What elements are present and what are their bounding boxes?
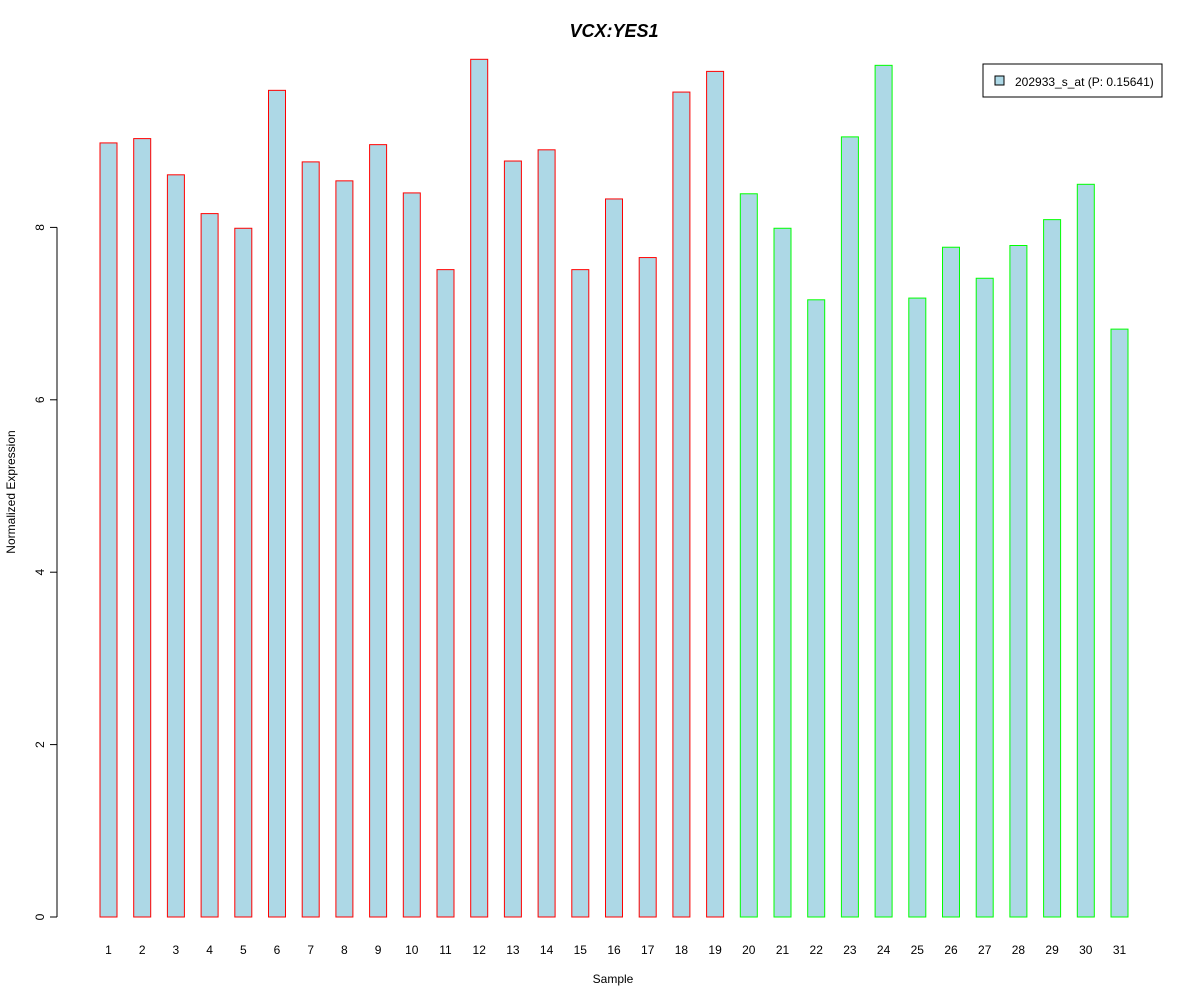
x-tick-label: 8	[341, 943, 348, 957]
x-tick-label: 15	[574, 943, 588, 957]
x-tick-label: 29	[1045, 943, 1059, 957]
bar-sample-20	[739, 193, 758, 918]
y-tick-label: 0	[33, 913, 47, 920]
x-tick-label: 25	[911, 943, 925, 957]
y-tick-label: 6	[33, 396, 47, 403]
bar-sample-9	[369, 144, 388, 918]
legend-box	[982, 63, 1163, 98]
x-tick-label: 12	[473, 943, 487, 957]
bar-sample-21	[773, 227, 792, 918]
bar-sample-16	[605, 198, 623, 918]
x-tick-label: 20	[742, 943, 756, 957]
x-tick-label: 19	[708, 943, 722, 957]
x-tick-label: 27	[978, 943, 992, 957]
x-tick-label: 1	[105, 943, 112, 957]
x-tick-label: 21	[776, 943, 790, 957]
bar-sample-5	[234, 227, 253, 918]
x-tick-label: 18	[675, 943, 689, 957]
x-tick-label: 4	[206, 943, 213, 957]
x-tick-label: 17	[641, 943, 655, 957]
bar-sample-7	[301, 161, 320, 918]
x-tick-label: 9	[375, 943, 382, 957]
y-tick-label: 4	[33, 569, 47, 576]
x-tick-label: 3	[173, 943, 180, 957]
bar-sample-11	[436, 269, 455, 918]
bar-sample-12	[470, 58, 489, 918]
x-tick-labels: 1 2 3 4 5 6 7 8 9 10 11 12 13 14 15 16 17 18 19 20 21 22 23 24 2…	[105, 943, 1126, 957]
bars-group	[99, 58, 1129, 918]
x-tick-label: 26	[944, 943, 958, 957]
y-tick-label: 8	[33, 224, 47, 231]
bar-sample-13	[503, 160, 522, 918]
bar-sample-10	[402, 192, 421, 918]
bar-sample-15	[571, 269, 590, 918]
x-tick-label: 7	[307, 943, 314, 957]
x-tick-label: 11	[439, 943, 452, 957]
x-tick-label: 24	[877, 943, 891, 957]
bar-sample-6	[268, 89, 286, 918]
bar-sample-28	[1009, 245, 1028, 918]
bar-sample-4	[200, 213, 219, 918]
bar-sample-25	[908, 297, 927, 918]
y-tick-label: 2	[33, 741, 47, 748]
x-tick-label: 23	[843, 943, 857, 957]
x-tick-label: 28	[1012, 943, 1026, 957]
bar-sample-19	[706, 70, 725, 918]
x-tick-label: 6	[274, 943, 281, 957]
x-tick-label: 2	[139, 943, 146, 957]
bar-sample-22	[807, 299, 826, 918]
bar-sample-24	[874, 64, 893, 918]
bar-sample-1	[99, 142, 118, 918]
x-tick-label: 14	[540, 943, 554, 957]
bar-sample-26	[942, 246, 960, 918]
y-axis-label: Normalized Expression	[4, 430, 18, 553]
y-axis: 0 2 4 6 8	[33, 224, 58, 920]
bar-sample-2	[133, 138, 152, 918]
legend-entry: 202933_s_at (P: 0.15641)	[1015, 75, 1154, 89]
bar-sample-8	[335, 180, 354, 918]
bar-sample-23	[840, 136, 859, 918]
x-tick-label: 30	[1079, 943, 1093, 957]
bar-sample-27	[975, 277, 994, 918]
bar-sample-31	[1110, 328, 1129, 918]
x-tick-label: 22	[810, 943, 824, 957]
bar-sample-18	[672, 91, 691, 918]
x-tick-label: 10	[405, 943, 419, 957]
x-tick-label: 16	[607, 943, 621, 957]
bar-sample-14	[537, 149, 556, 918]
x-axis-label: Sample	[593, 972, 634, 986]
bar-sample-17	[638, 257, 657, 918]
bar-sample-29	[1043, 219, 1062, 918]
x-tick-label: 31	[1113, 943, 1127, 957]
x-tick-label: 5	[240, 943, 247, 957]
chart-title: VCX:YES1	[569, 21, 658, 41]
bar-sample-30	[1076, 183, 1095, 918]
bar-sample-3	[166, 174, 185, 918]
legend-swatch	[994, 75, 1005, 86]
legend: 202933_s_at (P: 0.15641)	[982, 63, 1163, 98]
x-tick-label: 13	[506, 943, 520, 957]
